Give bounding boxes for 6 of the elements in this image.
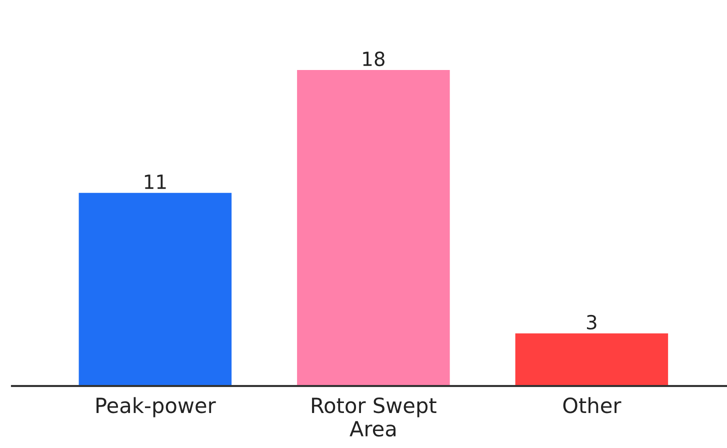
x-tick-label: Other <box>563 397 622 414</box>
x-tick-label: Rotor Swept Area <box>312 397 436 437</box>
data-label: 11 <box>144 174 166 189</box>
data-label: 18 <box>363 51 384 66</box>
data-label: 3 <box>586 314 596 330</box>
x-tick-label: Peak-power <box>96 397 216 418</box>
